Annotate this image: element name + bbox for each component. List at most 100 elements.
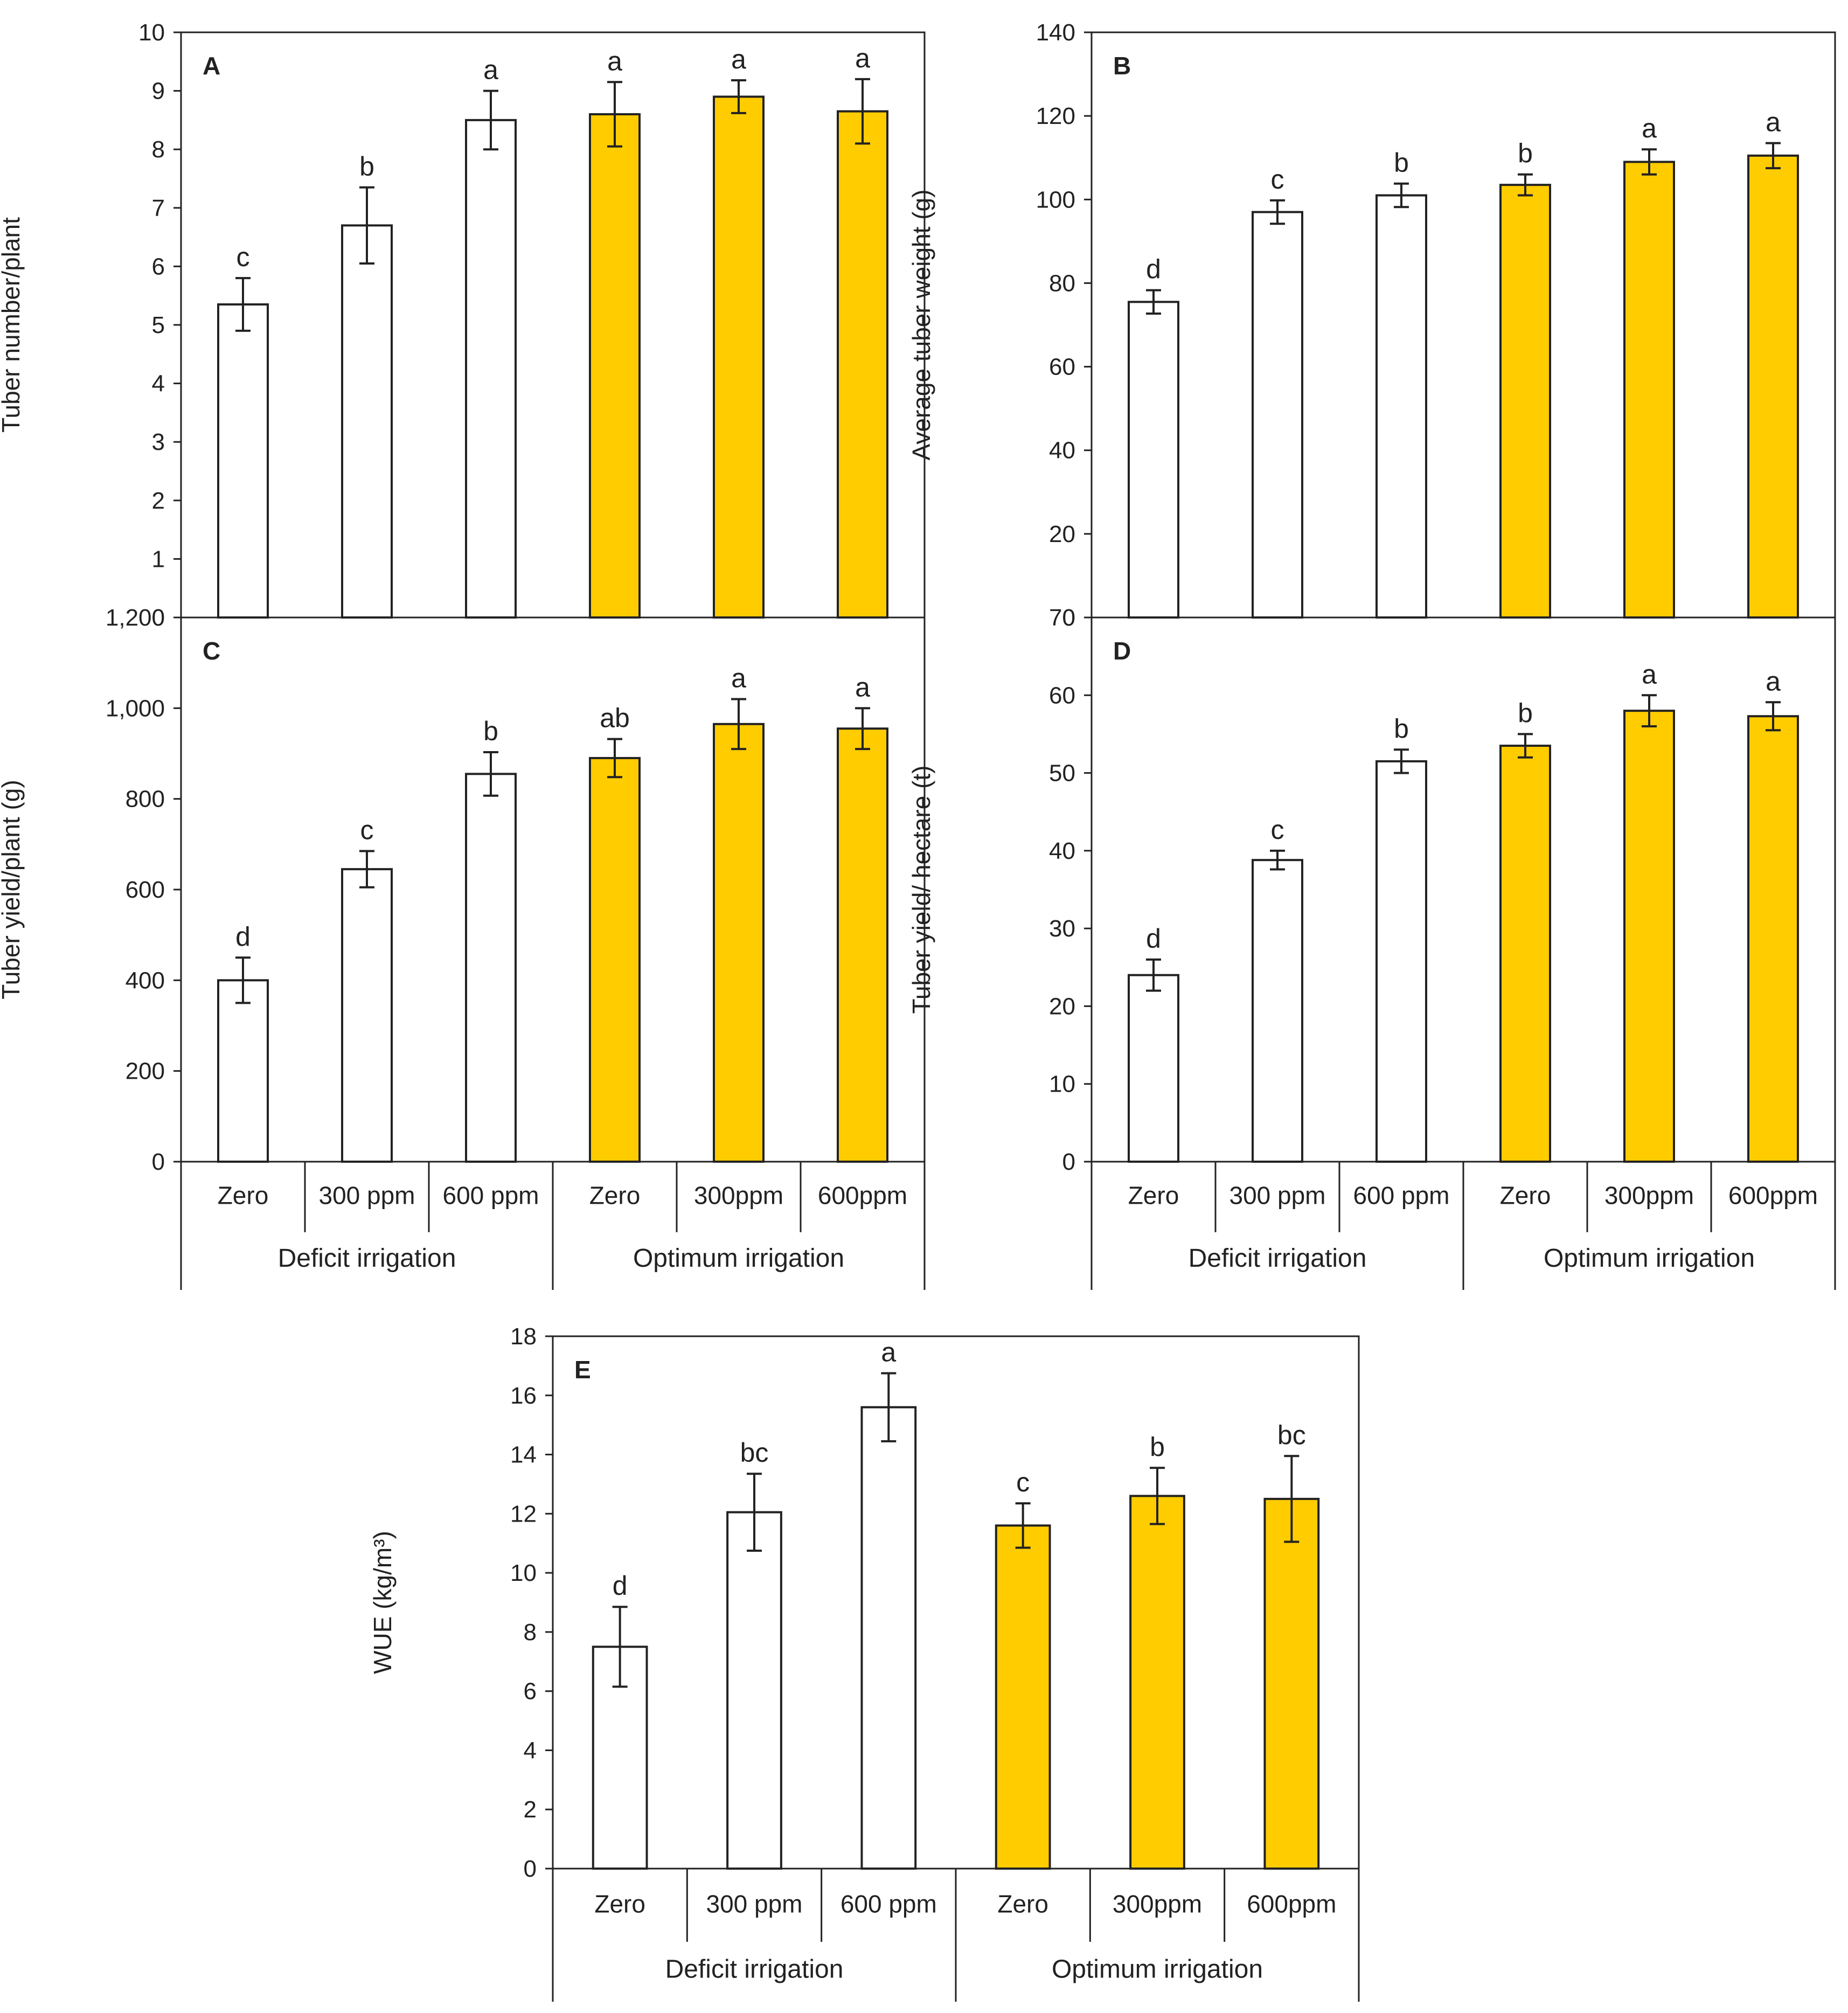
bar [589,113,641,619]
panel-letter: C [203,637,220,665]
y-tick-label: 0 [152,1149,165,1175]
category-label: 600ppm [1247,1890,1336,1918]
significance-letter: d [235,921,251,952]
bar [217,303,269,619]
y-tick-label: 12 [510,1501,537,1527]
y-tick-label: 140 [1036,19,1075,46]
category-label: 300ppm [694,1182,783,1210]
bar [217,979,269,1163]
group-label: Deficit irrigation [278,1244,456,1273]
significance-letter: d [613,1571,628,1601]
bar [1747,154,1799,619]
bar [1375,194,1427,619]
bar [1623,710,1675,1163]
bar [341,224,393,619]
bar [1129,1495,1185,1870]
bar [1252,859,1303,1163]
y-tick-label: 14 [510,1442,537,1468]
y-tick-label: 16 [510,1383,537,1409]
y-tick-label: 6 [524,1678,537,1705]
y-axis-title: WUE (kg/m³) [369,1531,397,1674]
y-tick-label: 200 [126,1058,165,1085]
y-tick-label: 1,000 [106,695,165,721]
y-tick-label: 0 [524,1856,537,1882]
significance-letter: a [855,43,870,73]
y-tick-label: 9 [152,78,165,105]
bar [1128,301,1179,619]
category-label: Zero [589,1182,641,1210]
y-tick-label: 40 [1049,838,1075,864]
category-label: Zero [1500,1182,1551,1210]
significance-letter: a [731,44,746,74]
y-tick-label: 0 [1062,1149,1075,1175]
group-label: Deficit irrigation [665,1955,844,1984]
panel-e: 0 2 4 6 8 10 12 14 16 18 WUE (kg/m³) Ed bc a c b bc Zero 3… [369,1323,1360,2002]
bar [1499,184,1551,619]
y-tick-label: 3 [152,429,165,455]
significance-letter: a [731,663,746,693]
bar [837,727,888,1163]
bar [1623,161,1675,619]
y-tick-label: 10 [138,19,165,46]
y-tick-label: 1,200 [106,605,165,631]
significance-letter: b [1394,713,1409,744]
significance-letter: a [1766,666,1781,696]
y-tick-label: 400 [126,967,165,994]
panel-letter: B [1113,52,1131,80]
significance-letter: c [237,242,250,272]
bar [465,773,517,1163]
category-label: Zero [1128,1182,1179,1210]
category-label: Zero [218,1182,269,1210]
y-tick-label: 4 [152,371,165,397]
y-tick-label: 70 [1049,605,1075,631]
significance-letter: c [360,815,374,845]
y-tick-label: 600 [126,877,165,903]
y-axis-title: Tuber yield/ hectare (t) [907,765,935,1014]
significance-letter: c [1016,1467,1030,1497]
bar [860,1406,917,1870]
significance-letter: c [1271,815,1284,845]
y-axis-title: Tuber yield/plant (g) [0,780,25,999]
significance-letter: b [1394,148,1409,178]
group-label: Optimum irrigation [1544,1244,1755,1273]
y-tick-label: 120 [1036,103,1075,129]
y-tick-label: 80 [1049,270,1075,296]
panel-letter: E [574,1356,591,1384]
bar [1499,745,1551,1163]
significance-letter: ab [600,703,630,733]
panel-a: 0 1 2 3 4 5 6 7 8 9 10 Tuber number/plant Ac b a a a a [0,19,926,631]
category-label: 600ppm [1728,1182,1818,1210]
bar [1128,974,1179,1163]
y-tick-label: 50 [1049,760,1075,787]
bar [1252,211,1303,619]
y-tick-label: 1 [152,546,165,572]
y-tick-label: 800 [126,786,165,813]
bar [589,756,641,1163]
category-label: 300ppm [1113,1890,1202,1918]
y-tick-label: 7 [152,195,165,221]
y-tick-label: 100 [1036,186,1075,213]
significance-letter: b [1150,1432,1165,1462]
significance-letter: d [1146,254,1161,284]
y-tick-label: 8 [524,1619,537,1646]
significance-letter: bc [1277,1420,1306,1450]
bar [713,95,765,619]
y-tick-label: 18 [510,1323,537,1350]
y-tick-label: 20 [1049,993,1075,1019]
significance-letter: b [483,716,498,746]
group-label: Deficit irrigation [1189,1244,1367,1273]
y-tick-label: 4 [524,1737,537,1764]
y-tick-label: 0 [152,605,165,631]
significance-letter: a [1642,659,1657,689]
category-label: 300 ppm [318,1182,415,1210]
group-label: Optimum irrigation [1052,1955,1263,1984]
bar [726,1511,782,1870]
y-tick-label: 2 [524,1796,537,1823]
category-label: 300 ppm [706,1890,802,1918]
significance-letter: c [1271,164,1284,195]
panel-letter: A [203,52,220,80]
bar [341,868,393,1163]
bar [465,119,517,619]
significance-letter: a [607,46,622,76]
